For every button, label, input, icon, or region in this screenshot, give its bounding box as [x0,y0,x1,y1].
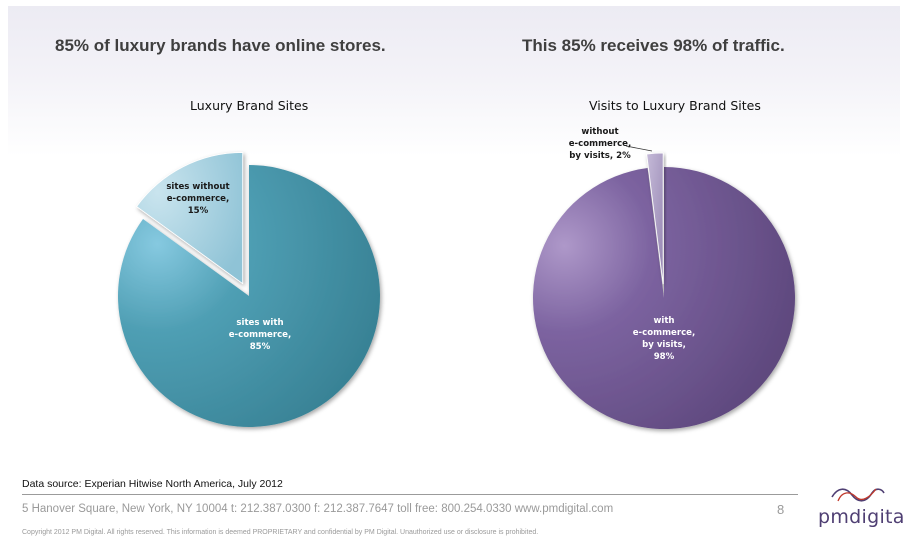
copyright-notice: Copyright 2012 PM Digital. All rights re… [22,529,539,536]
headline-right: This 85% receives 98% of traffic. [522,36,785,55]
pie-label-main-1: with e-commerce, by visits, 98% [633,316,696,362]
pie-slice-main-0 [118,165,380,427]
pie-label-small-0: sites without e-commerce, 15% [166,182,229,216]
infinity-loop-icon [831,488,885,502]
pie-slice-small-0 [136,152,244,285]
pmdigital-logo: pmdigital [818,506,905,528]
page-number: 8 [777,502,785,517]
data-source-note: Data source: Experian Hitwise North Amer… [22,478,283,490]
pie-charts: sites without e-commerce, 15% sites with e-c… [118,127,796,429]
headline-left: 85% of luxury brands have online stores. [55,36,386,55]
chart-title-luxury-brand-sites: Luxury Brand Sites [190,98,309,113]
pie-slice-main-1 [533,167,796,429]
pie-slice-small-1 [646,152,664,285]
footer-address: 5 Hanover Square, New York, NY 10004 t: … [22,503,614,515]
footer-divider [22,494,798,495]
pie-label-small-1: without e-commerce, by visits, 2% [569,127,632,161]
leader-line-1 [625,145,653,152]
pie-label-main-0: sites with e-commerce, 85% [229,318,292,352]
chart-title-visits: Visits to Luxury Brand Sites [589,98,761,113]
header-gradient-band [8,6,900,156]
